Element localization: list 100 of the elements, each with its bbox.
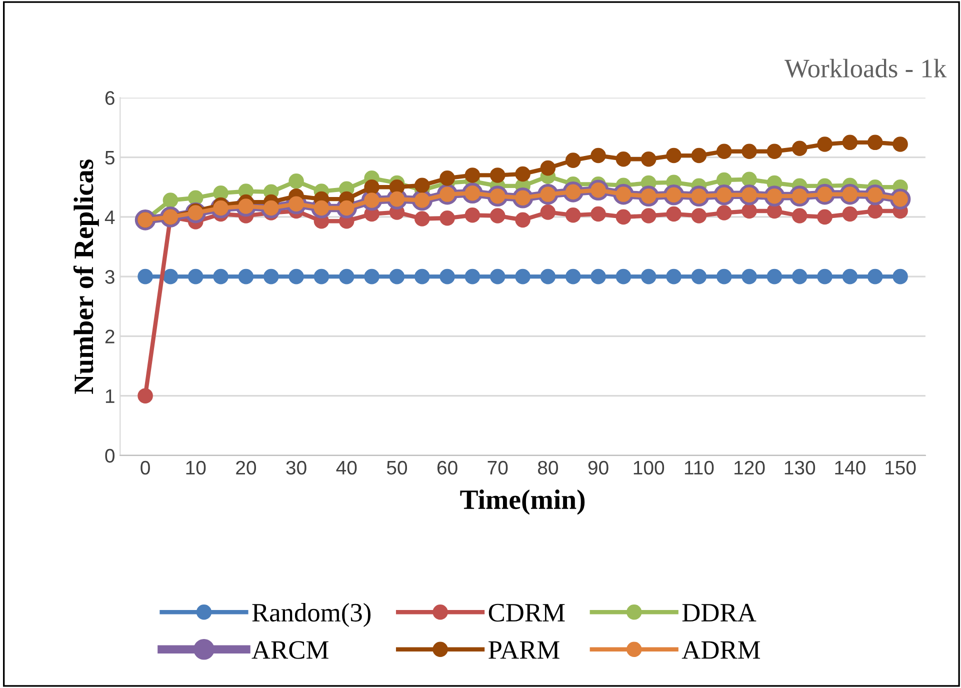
point <box>515 268 530 284</box>
point <box>766 144 782 159</box>
y-tick-label: 3 <box>105 270 114 284</box>
y-tick-label: 5 <box>105 150 114 165</box>
point <box>666 206 682 222</box>
x-tick-label: 140 <box>835 460 866 475</box>
point <box>666 148 682 164</box>
point <box>188 268 204 284</box>
point <box>389 268 405 284</box>
point <box>565 208 581 223</box>
point <box>590 268 606 284</box>
legend-label: Random(3) <box>252 603 371 627</box>
x-tick-label: 150 <box>886 460 916 475</box>
point <box>666 268 682 284</box>
point <box>162 192 178 208</box>
y-tick-label: 6 <box>105 91 114 105</box>
legend-label: ADRM <box>682 641 760 659</box>
point <box>338 268 354 284</box>
point <box>565 152 581 168</box>
x-tick-label: 30 <box>286 460 306 475</box>
point <box>867 203 883 219</box>
point <box>867 268 883 284</box>
point <box>616 209 632 225</box>
point <box>842 206 858 222</box>
point <box>440 268 455 284</box>
y-tick-label: 1 <box>106 390 114 403</box>
point <box>490 168 506 183</box>
point <box>263 268 279 284</box>
x-tick-label: 120 <box>734 460 765 475</box>
point <box>414 268 430 284</box>
point <box>742 144 757 159</box>
point <box>364 268 380 284</box>
x-tick-label: 130 <box>784 460 816 475</box>
point <box>716 268 732 284</box>
point <box>440 170 455 186</box>
point <box>590 206 606 222</box>
point <box>515 212 530 228</box>
x-tick-label: 90 <box>588 460 608 475</box>
chart-title: Workloads - 1k <box>784 58 947 78</box>
point <box>490 268 506 284</box>
x-tick-label: 110 <box>684 460 714 475</box>
point <box>817 209 832 225</box>
point <box>138 388 153 404</box>
point <box>314 268 330 284</box>
point <box>616 268 632 284</box>
y-tick-label: 4 <box>104 210 115 224</box>
point <box>238 268 254 284</box>
x-tick-label: 100 <box>634 460 664 475</box>
point <box>742 203 757 219</box>
point <box>364 179 380 195</box>
point <box>288 174 304 189</box>
point <box>867 134 883 150</box>
point <box>213 268 228 284</box>
point <box>464 168 480 183</box>
x-tick-label: 20 <box>236 460 256 475</box>
y-tick-label: 0 <box>105 448 115 463</box>
point <box>817 268 832 284</box>
x-axis-title: Time(min) <box>460 490 585 515</box>
point <box>742 172 757 188</box>
point <box>691 268 707 284</box>
point <box>414 211 430 226</box>
point <box>288 268 304 284</box>
point <box>817 136 832 152</box>
point <box>691 148 707 164</box>
point <box>138 268 153 284</box>
legend-label: DDRA <box>682 604 756 622</box>
point <box>716 205 732 220</box>
point <box>792 268 808 284</box>
point <box>640 151 656 167</box>
point <box>540 268 556 284</box>
x-tick-label: 50 <box>386 460 408 475</box>
point <box>640 268 656 284</box>
legend-label: ARCM <box>252 641 328 659</box>
point <box>565 268 581 284</box>
legend-label: PARM <box>488 641 560 659</box>
point <box>691 208 707 224</box>
point <box>590 148 606 164</box>
y-axis-title: Number of Replicas <box>73 159 99 394</box>
y-tick-label: 2 <box>105 330 114 344</box>
point <box>892 136 908 152</box>
point <box>540 160 556 176</box>
point <box>766 268 782 284</box>
point <box>616 151 632 167</box>
point <box>515 166 530 182</box>
point <box>792 140 808 156</box>
point <box>464 208 480 223</box>
point <box>490 208 506 224</box>
point <box>440 210 455 226</box>
point <box>414 178 430 193</box>
x-tick-label: 10 <box>186 460 206 475</box>
point <box>162 268 178 284</box>
point <box>640 208 656 224</box>
point <box>842 134 858 150</box>
x-tick-label: 70 <box>488 460 508 475</box>
x-tick-label: 40 <box>336 460 357 475</box>
point <box>716 144 732 159</box>
point <box>540 204 556 220</box>
x-tick-label: 80 <box>538 460 558 475</box>
x-tick-label: 0 <box>140 460 150 475</box>
point <box>792 208 808 224</box>
